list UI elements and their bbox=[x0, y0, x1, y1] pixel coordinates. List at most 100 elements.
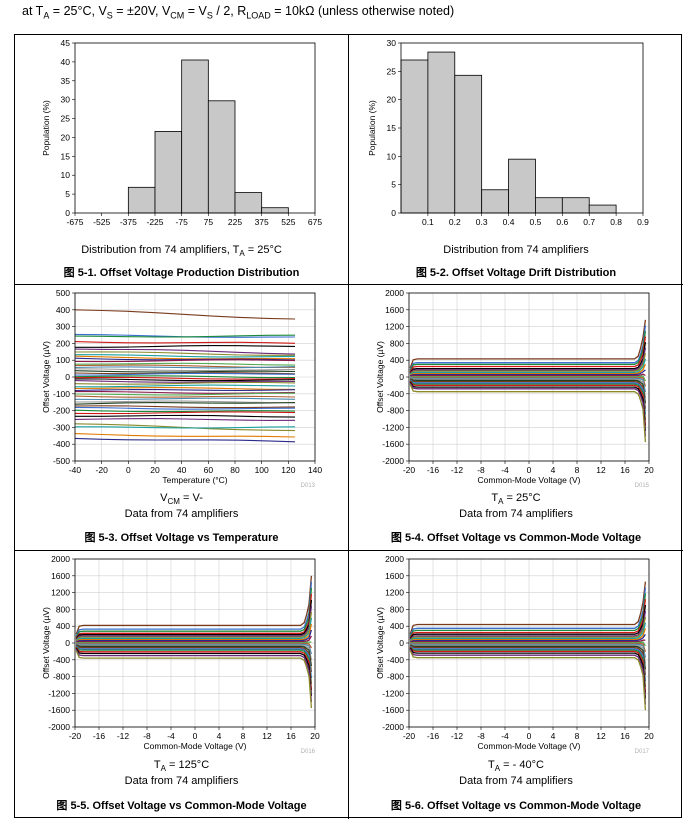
x-tick-label: 75 bbox=[204, 217, 214, 225]
series-line bbox=[409, 650, 647, 711]
histogram-bar bbox=[154, 131, 183, 214]
histogram-bar bbox=[127, 186, 156, 214]
series-line bbox=[409, 616, 647, 641]
x-tick-label: 40 bbox=[177, 465, 187, 475]
common-mode-line-chart: -2000 -1600 -1200 -800 -400 0 400 800 1200 1600 20… bbox=[375, 554, 654, 755]
y-tick-label: 5 bbox=[65, 189, 70, 199]
conditions-header: at TA = 25°C, VS = ±20V, VCM = VS / 2, R… bbox=[22, 4, 455, 21]
series-line bbox=[75, 581, 313, 637]
y-tick-label: 35 bbox=[61, 76, 71, 86]
x-tick-label: 12 bbox=[596, 731, 606, 741]
series-line bbox=[75, 644, 313, 673]
series-line bbox=[75, 599, 313, 640]
series-line bbox=[75, 629, 313, 643]
series-line bbox=[409, 593, 647, 638]
x-tick-label: 140 bbox=[308, 465, 322, 475]
series-line bbox=[410, 639, 646, 644]
series-line bbox=[75, 643, 313, 661]
x-tick-label: 16 bbox=[286, 731, 296, 741]
x-axis-label: Common-Mode Voltage (V) bbox=[144, 741, 247, 751]
y-tick-label: 0 bbox=[399, 372, 404, 382]
series-line bbox=[76, 635, 312, 644]
condition-subscript: A bbox=[498, 497, 504, 507]
series-line bbox=[74, 387, 296, 390]
series-line bbox=[409, 382, 647, 437]
condition-text: Distribution from 74 amplifiers bbox=[443, 244, 589, 256]
series-line bbox=[409, 379, 647, 415]
series-line bbox=[74, 359, 296, 363]
y-tick-label: 25 bbox=[387, 66, 397, 76]
series-line bbox=[74, 381, 296, 385]
series-line bbox=[410, 642, 647, 658]
x-tick-label: 80 bbox=[230, 465, 240, 475]
condition-tail: = 25°C bbox=[244, 244, 282, 256]
y-tick-label: 1200 bbox=[385, 322, 404, 332]
x-tick-label: 20 bbox=[644, 731, 654, 741]
y-tick-label: -400 bbox=[53, 439, 70, 449]
common-mode-line-chart: -2000 -1600 -1200 -800 -400 0 400 800 1200 1600 20… bbox=[41, 554, 320, 755]
figure-caption: 图 5-3. Offset Voltage vs Temperature bbox=[84, 532, 279, 544]
x-tick-label: -20 bbox=[69, 731, 82, 741]
series-line bbox=[409, 604, 647, 639]
series-line bbox=[409, 610, 647, 640]
y-axis-label: Offset Voltage (µV) bbox=[375, 607, 385, 679]
series-line bbox=[75, 648, 313, 703]
series-line bbox=[409, 377, 647, 398]
series-line bbox=[74, 341, 296, 344]
series-line bbox=[409, 644, 647, 676]
series-line bbox=[76, 642, 312, 649]
x-tick-label: 4 bbox=[551, 465, 556, 475]
x-tick-label: -12 bbox=[117, 731, 130, 741]
series-line bbox=[410, 376, 647, 387]
x-tick-label: 525 bbox=[281, 217, 295, 225]
y-tick-label: 300 bbox=[56, 322, 70, 332]
y-tick-label: 100 bbox=[56, 355, 70, 365]
x-tick-label: 20 bbox=[310, 731, 320, 741]
figure-caption: 图 5-6. Offset Voltage vs Common-Mode Vol… bbox=[390, 800, 642, 812]
x-tick-label: -20 bbox=[403, 465, 416, 475]
condition-text: V bbox=[160, 492, 168, 504]
series-line bbox=[74, 357, 296, 361]
figure-condition: VCM = V- bbox=[15, 491, 348, 509]
y-tick-label: 10 bbox=[61, 170, 71, 180]
series-line bbox=[74, 401, 296, 405]
series-line bbox=[75, 647, 313, 691]
figure-code: D015 bbox=[635, 483, 650, 489]
series-line bbox=[409, 381, 647, 432]
y-tick-label: -1200 bbox=[382, 422, 404, 432]
y-tick-label: -1600 bbox=[48, 705, 70, 715]
y-tick-label: 400 bbox=[56, 305, 70, 315]
figure-condition: Distribution from 74 amplifiers, TA = 25… bbox=[15, 243, 348, 261]
x-tick-label: -12 bbox=[451, 731, 464, 741]
histogram-bar bbox=[207, 100, 236, 214]
x-tick-label: 4 bbox=[551, 731, 556, 741]
y-tick-label: -1200 bbox=[48, 688, 70, 698]
y-tick-label: -400 bbox=[387, 655, 404, 665]
x-tick-label: 20 bbox=[150, 465, 160, 475]
series-line bbox=[409, 380, 647, 420]
histogram-bar bbox=[234, 192, 263, 214]
series-line bbox=[409, 384, 647, 443]
series-line bbox=[410, 373, 646, 378]
plot-frame bbox=[408, 558, 650, 728]
y-tick-label: 1600 bbox=[51, 571, 70, 581]
series-line bbox=[75, 644, 313, 667]
y-tick-label: -300 bbox=[53, 422, 70, 432]
figure-code: D016 bbox=[301, 749, 316, 755]
series-line bbox=[409, 599, 647, 639]
y-tick-label: -500 bbox=[53, 456, 70, 466]
y-tick-label: -1200 bbox=[382, 688, 404, 698]
series-line bbox=[75, 384, 296, 388]
y-tick-label: 200 bbox=[56, 338, 70, 348]
series-line bbox=[74, 411, 296, 415]
y-tick-label: -800 bbox=[387, 406, 404, 416]
histogram-bar bbox=[454, 74, 483, 214]
y-tick-label: 1200 bbox=[385, 588, 404, 598]
y-tick-label: 2000 bbox=[385, 554, 404, 564]
figure-condition: TA = - 40°C bbox=[349, 758, 683, 776]
series-line bbox=[409, 581, 647, 635]
series-line bbox=[74, 400, 296, 404]
x-tick-label: 0.3 bbox=[476, 217, 488, 225]
series-line bbox=[74, 375, 296, 379]
series-line bbox=[75, 345, 296, 348]
